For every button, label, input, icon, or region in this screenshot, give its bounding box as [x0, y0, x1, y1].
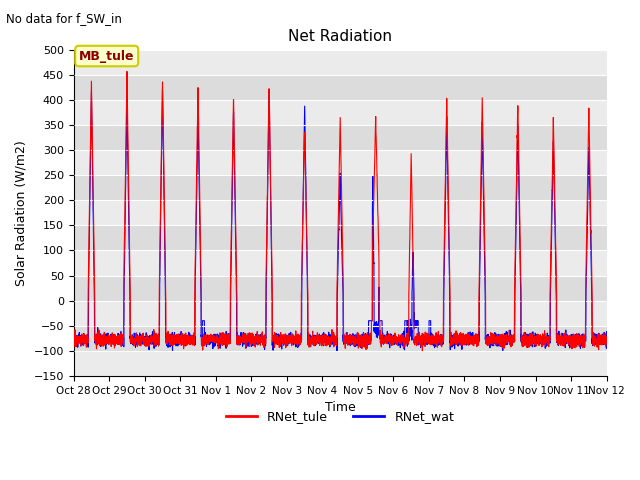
Bar: [74, 326, 607, 351]
X-axis label: Time: Time: [324, 401, 355, 414]
Bar: [74, 125, 607, 150]
Bar: [74, 226, 607, 251]
Legend: RNet_tule, RNet_wat: RNet_tule, RNet_wat: [221, 406, 460, 428]
Bar: [74, 251, 607, 276]
Bar: [74, 175, 607, 200]
Bar: [74, 276, 607, 300]
Text: No data for f_SW_in: No data for f_SW_in: [6, 12, 122, 25]
Text: MB_tule: MB_tule: [79, 49, 134, 62]
Bar: [74, 351, 607, 376]
Bar: [74, 300, 607, 326]
Bar: [74, 200, 607, 226]
Bar: [74, 50, 607, 75]
Bar: [74, 150, 607, 175]
Title: Net Radiation: Net Radiation: [288, 29, 392, 44]
Bar: [74, 75, 607, 100]
Bar: [74, 100, 607, 125]
Y-axis label: Solar Radiation (W/m2): Solar Radiation (W/m2): [15, 140, 28, 286]
